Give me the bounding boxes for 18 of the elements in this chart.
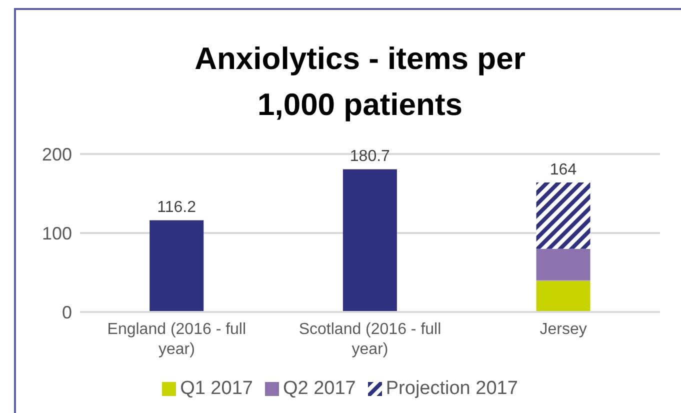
y-tick-label: 100 xyxy=(42,223,72,244)
bar xyxy=(150,220,204,312)
data-label: 116.2 xyxy=(157,199,196,216)
bar xyxy=(536,182,590,249)
y-tick-label: 200 xyxy=(42,144,72,164)
legend-label: Q1 2017 xyxy=(179,378,253,400)
legend-label: Q2 2017 xyxy=(282,378,356,400)
chart-title: Anxiolytics - items per 1,000 patients xyxy=(194,40,526,124)
y-tick-label: 0 xyxy=(62,302,72,322)
bar xyxy=(536,248,590,280)
bar xyxy=(536,280,590,312)
data-label: 180.7 xyxy=(350,148,390,166)
x-tick-label: Jersey xyxy=(540,321,587,338)
legend-label: Projection 2017 xyxy=(384,378,518,400)
x-tick-label: England (2016 - full year) xyxy=(107,321,246,358)
x-tick-label: Scotland (2016 - full year) xyxy=(298,321,442,358)
bar xyxy=(342,169,397,312)
total-label: 164 xyxy=(550,161,577,178)
